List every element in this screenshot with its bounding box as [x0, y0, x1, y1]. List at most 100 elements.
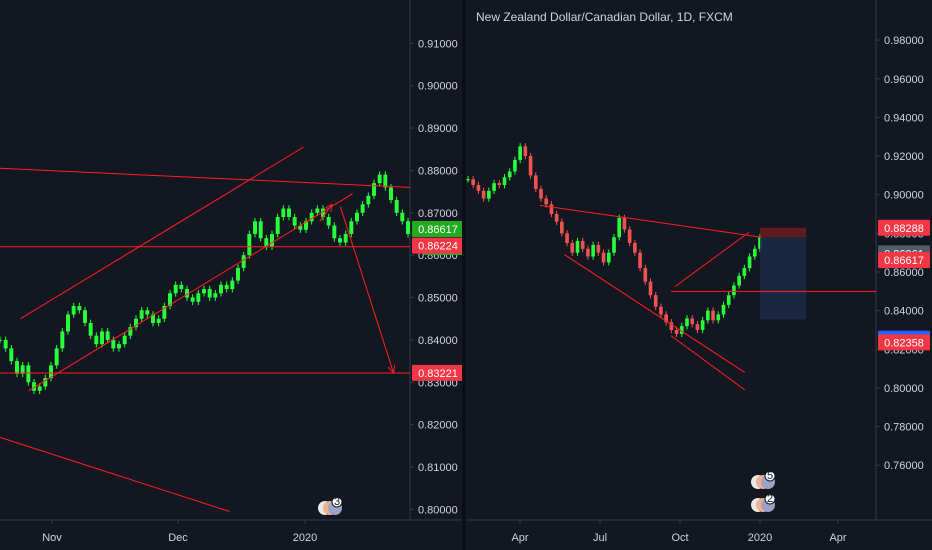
- candle-body: [721, 304, 726, 315]
- candle-body: [539, 188, 543, 199]
- candle-body: [287, 208, 291, 218]
- candle-body: [580, 241, 585, 249]
- trend-line-drawing[interactable]: [28, 193, 353, 392]
- candle-body: [679, 326, 684, 334]
- candle-body: [190, 297, 195, 302]
- price-label-level: [412, 364, 464, 381]
- y-tick-label: 0.88000: [418, 165, 458, 177]
- candle-body: [139, 310, 144, 319]
- pane-divider[interactable]: [462, 0, 466, 550]
- candle-body: [3, 339, 8, 349]
- y-tick-label: 0.96000: [884, 74, 924, 86]
- event-badge[interactable]: 5: [751, 470, 776, 489]
- event-count: 5: [767, 470, 773, 482]
- candle-body: [241, 255, 246, 268]
- candle-body: [695, 324, 700, 330]
- candle-body: [737, 275, 741, 286]
- candle-body: [213, 293, 218, 298]
- candle-body: [502, 177, 507, 186]
- candle-body: [752, 248, 757, 257]
- trend-line-drawing[interactable]: [564, 254, 746, 373]
- candle-body: [236, 267, 240, 281]
- price-label-current-text: 0.86617: [418, 224, 458, 236]
- y-tick-label: 0.85000: [418, 293, 458, 305]
- candle-body: [706, 310, 710, 321]
- candle-body: [633, 243, 637, 253]
- candle-body: [664, 314, 668, 323]
- arrow-drawing[interactable]: [339, 206, 395, 374]
- candle-body: [726, 295, 731, 305]
- candle-body: [355, 212, 359, 222]
- x-tick-label: Apr: [829, 532, 846, 544]
- y-tick-label: 0.90000: [884, 190, 924, 202]
- candle-body: [326, 217, 331, 226]
- trend-line-drawing[interactable]: [0, 167, 411, 188]
- candle-body: [523, 146, 528, 157]
- candle-body: [596, 244, 601, 253]
- count-bubble: [764, 470, 776, 482]
- candle-body: [94, 335, 99, 345]
- count-bubble: [764, 493, 776, 505]
- candle-body: [560, 221, 564, 234]
- price-label-current: [412, 221, 464, 238]
- candle-body: [321, 208, 325, 218]
- candle-body: [230, 280, 235, 290]
- candle-body: [747, 256, 752, 269]
- candle-body: [476, 185, 481, 191]
- arrow-drawing[interactable]: [319, 204, 333, 222]
- candle-body: [643, 268, 648, 282]
- price-label-level: [878, 252, 930, 269]
- event-count: 2: [767, 493, 773, 505]
- candle-body: [338, 238, 342, 243]
- candle-body: [591, 244, 595, 257]
- candle-body: [309, 212, 314, 222]
- pane-1[interactable]: 0.910000.900000.890000.880000.870000.860…: [0, 0, 466, 544]
- candle-body: [742, 268, 747, 276]
- candle-body: [360, 204, 365, 213]
- candle-body: [497, 183, 502, 186]
- y-tick-label: 0.80000: [418, 504, 458, 516]
- candle-body: [275, 217, 280, 234]
- candle-body: [685, 318, 689, 327]
- candle-body: [372, 183, 376, 196]
- price-label-stop: [878, 219, 930, 236]
- candle-body: [134, 318, 138, 328]
- trend-line-drawing[interactable]: [539, 204, 762, 238]
- y-tick-label: 0.98000: [884, 35, 924, 47]
- candle-body: [258, 221, 263, 239]
- trend-line-drawing[interactable]: [20, 146, 304, 320]
- trend-line-drawing[interactable]: [0, 436, 230, 513]
- candle-body: [162, 306, 167, 319]
- candle-body: [168, 293, 172, 307]
- trend-line-drawing[interactable]: [670, 335, 746, 391]
- candle-body: [20, 365, 25, 374]
- price-label-level: [878, 334, 930, 351]
- pane-2[interactable]: 0.980000.960000.940000.920000.900000.880…: [466, 0, 932, 544]
- candle-body: [487, 190, 491, 199]
- candle-body: [37, 386, 42, 391]
- candle-body: [66, 314, 70, 332]
- candle-body: [145, 310, 150, 315]
- event-badge[interactable]: 2: [751, 493, 776, 512]
- candle-body: [281, 208, 286, 218]
- y-tick-label: 0.90000: [418, 81, 458, 93]
- candle-body: [544, 198, 549, 205]
- event-badge[interactable]: 3: [318, 496, 343, 515]
- candle-body: [71, 306, 76, 315]
- candle-body: [111, 339, 116, 349]
- candle-body: [659, 306, 663, 315]
- candle-body: [54, 348, 59, 366]
- y-tick-label: 0.91000: [418, 38, 458, 50]
- short-position-stop-zone[interactable]: [760, 227, 806, 238]
- y-tick-label: 0.80000: [884, 383, 924, 395]
- candle-body: [471, 179, 476, 186]
- candle-body: [26, 365, 31, 383]
- trend-line-drawing[interactable]: [674, 231, 750, 287]
- candle-body: [292, 217, 297, 226]
- short-position-target-zone[interactable]: [760, 237, 806, 320]
- candle-body: [400, 212, 405, 222]
- candle-body: [151, 314, 155, 323]
- candle-body: [674, 329, 679, 334]
